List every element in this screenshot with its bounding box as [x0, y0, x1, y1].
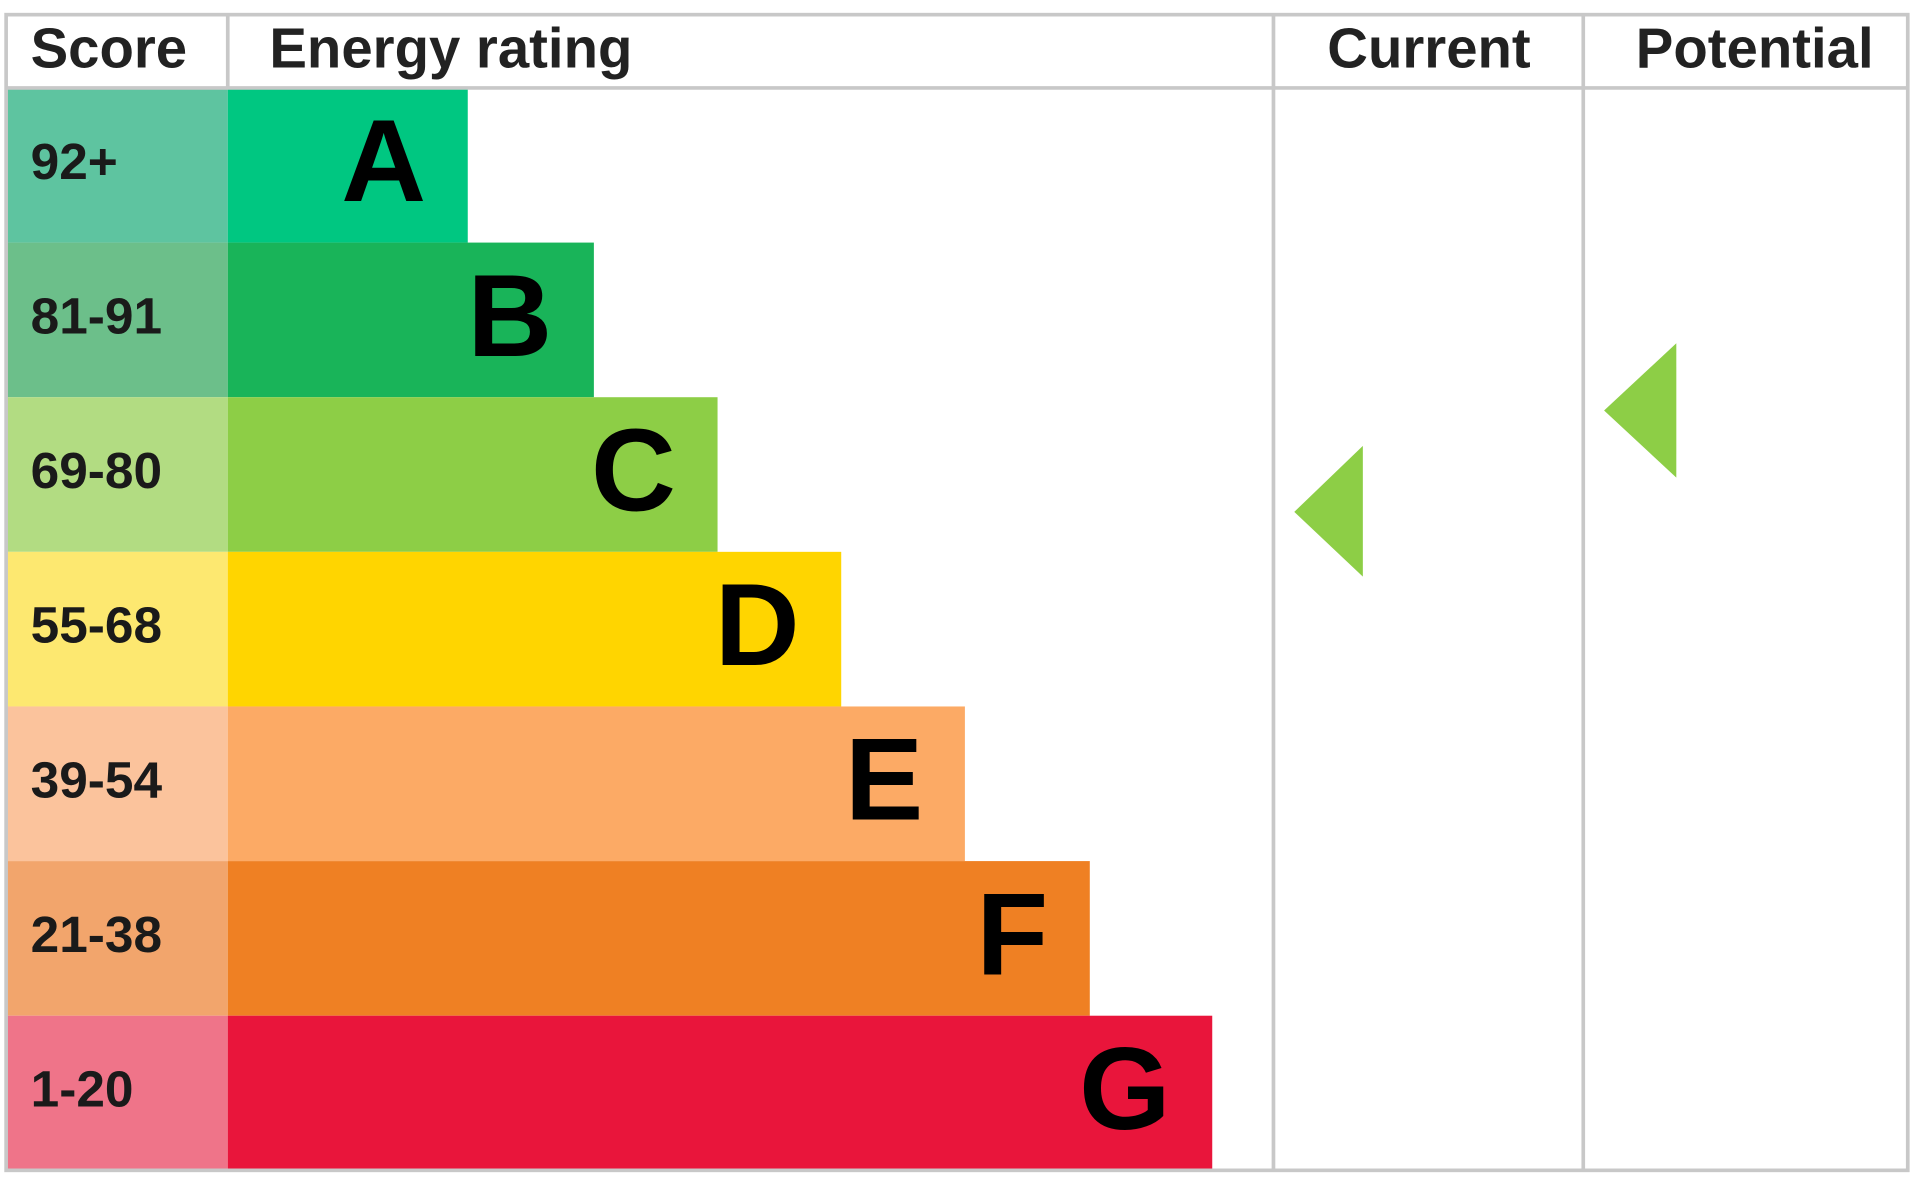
rating-letter: B: [467, 250, 552, 381]
score-label: 81-91: [31, 287, 163, 344]
score-cell: [6, 551, 228, 707]
potential-arrow: [1604, 343, 1677, 478]
header-energy-rating: Energy rating: [269, 16, 632, 79]
score-cell: [6, 706, 228, 862]
header-current: Current: [1327, 16, 1531, 79]
rating-letter: A: [341, 95, 426, 226]
rating-letter: G: [1079, 1023, 1170, 1154]
rating-bar: [227, 706, 965, 862]
header-score: Score: [31, 16, 188, 79]
table-border: [4, 12, 1910, 1173]
score-label: 21-38: [31, 906, 163, 963]
score-label: 69-80: [31, 442, 163, 499]
rating-letter: C: [591, 405, 676, 536]
rating-letter: E: [845, 714, 923, 845]
rating-letter: D: [715, 559, 800, 690]
score-label: 55-68: [31, 597, 163, 654]
score-cell: [6, 1015, 228, 1171]
score-label: 39-54: [31, 751, 163, 808]
current-arrow: [1294, 445, 1363, 577]
score-cell: [6, 87, 228, 243]
score-cell: [6, 861, 228, 1016]
score-label: 92+: [31, 133, 118, 190]
rating-bar: [227, 551, 842, 707]
rating-bar: [227, 242, 594, 398]
score-label: 1-20: [31, 1061, 134, 1118]
score-cell: [6, 397, 228, 552]
header-potential: Potential: [1636, 16, 1874, 79]
rating-rows: 92+ A 81-91 B 69-80 C 55-68 D 39-54 E 21-38 F 1-20 G: [6, 87, 1213, 1171]
rating-letter: F: [976, 868, 1048, 999]
rating-bar: [227, 1015, 1213, 1171]
rating-bar: [227, 87, 468, 243]
rating-bar: [227, 861, 1090, 1016]
table-grid: [4, 12, 1910, 1173]
score-cell: [6, 242, 228, 398]
rating-bar: [227, 397, 718, 552]
